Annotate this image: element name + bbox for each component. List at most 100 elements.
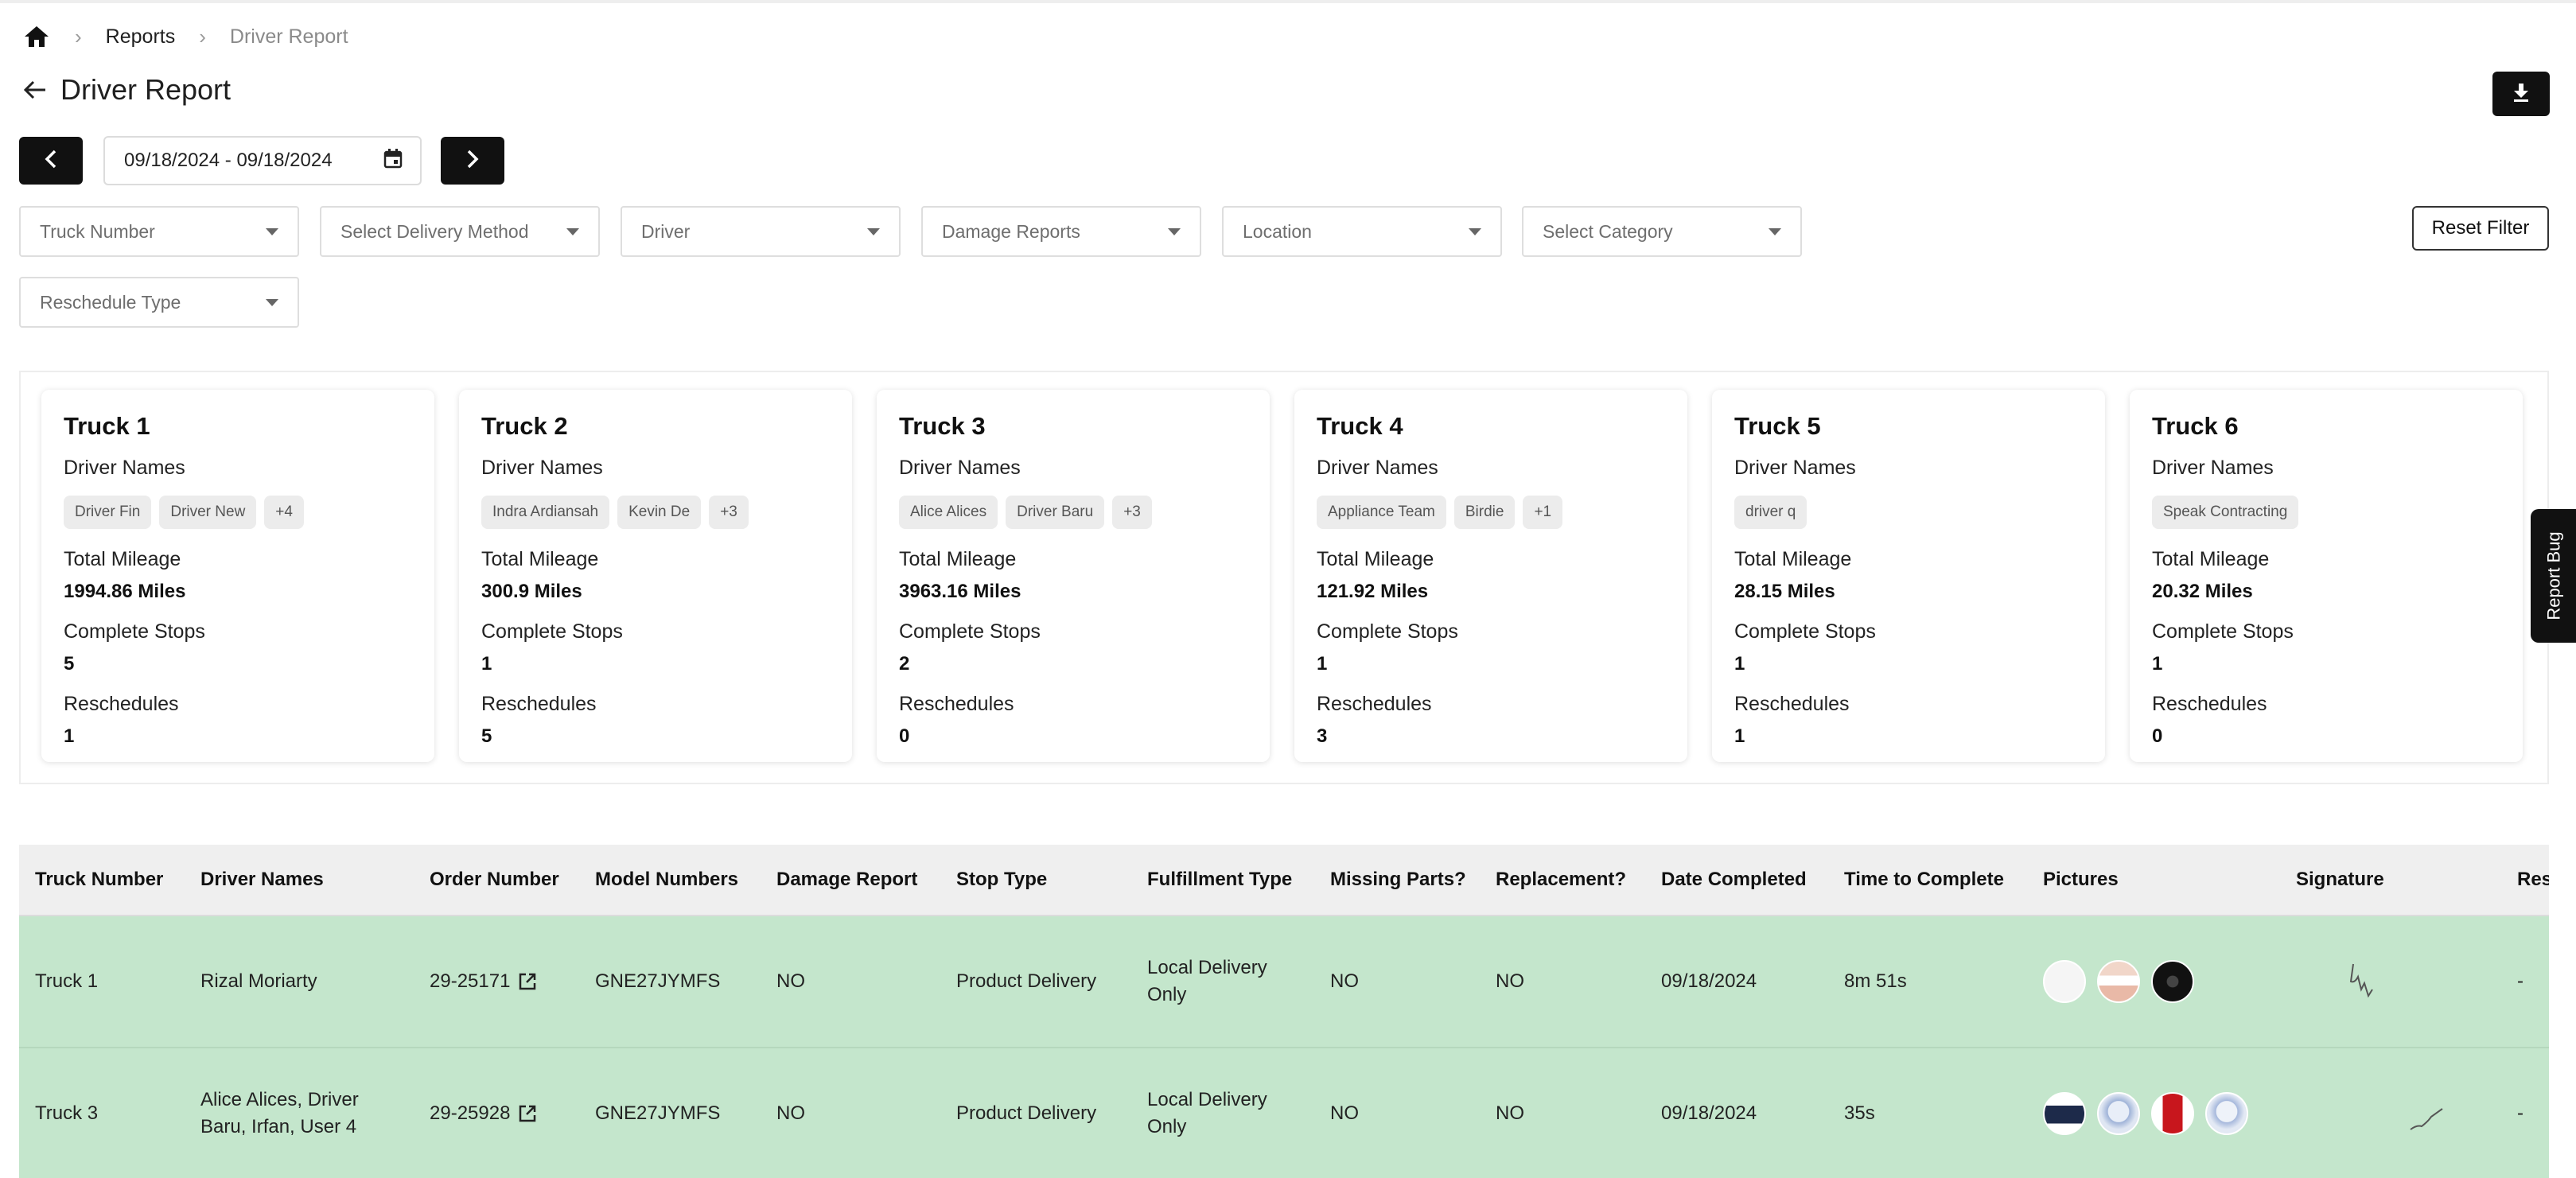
cell-res: - (2517, 970, 2523, 992)
truck-number-select[interactable]: Truck Number (19, 206, 299, 257)
table-row[interactable]: Truck 3 Alice Alices, Driver Baru, Irfan… (19, 1048, 2549, 1178)
col-damage-report[interactable]: Damage Report (776, 869, 918, 890)
driver-chips: Alice Alices Driver Baru +3 (899, 496, 1247, 531)
reset-filter-button[interactable]: Reset Filter (2412, 206, 2549, 251)
cell-model: GNE27JYMFS (595, 1102, 721, 1124)
col-fulfillment-type[interactable]: Fulfillment Type (1147, 869, 1293, 890)
col-missing-parts[interactable]: Missing Parts? (1330, 869, 1466, 890)
driver-names-label: Driver Names (2152, 457, 2274, 479)
total-mileage-value: 28.15 Miles (1734, 581, 1835, 602)
breadcrumb-reports[interactable]: Reports (105, 25, 176, 48)
signature-image[interactable] (2302, 950, 2398, 1013)
reschedules-label: Reschedules (2152, 693, 2267, 715)
download-button[interactable] (2492, 72, 2550, 116)
picture-thumbnail[interactable] (2151, 1092, 2194, 1135)
caret-down-icon (566, 227, 579, 235)
more-drivers-chip[interactable]: +1 (1523, 496, 1563, 529)
home-icon[interactable] (22, 22, 51, 51)
picture-thumbnail[interactable] (2043, 1092, 2086, 1135)
col-signature[interactable]: Signature (2296, 869, 2384, 890)
location-select[interactable]: Location (1222, 206, 1502, 257)
complete-stops-value: 5 (64, 653, 75, 675)
order-number[interactable]: 29-25171 (430, 970, 511, 992)
category-select[interactable]: Select Category (1522, 206, 1802, 257)
col-model-numbers[interactable]: Model Numbers (595, 869, 739, 890)
cell-res: - (2517, 1102, 2523, 1124)
driver-chips: Driver Fin Driver New +4 (64, 496, 412, 531)
driver-chip: Kevin De (617, 496, 702, 529)
next-date-button[interactable] (441, 137, 504, 185)
col-res[interactable]: Res (2517, 869, 2549, 890)
picture-thumbnail[interactable] (2097, 960, 2140, 1003)
picture-thumbnail[interactable] (2205, 1092, 2248, 1135)
complete-stops-label: Complete Stops (899, 620, 1041, 643)
truck-card: Truck 2 Driver Names Indra Ardiansah Kev… (459, 390, 852, 762)
driver-names-label: Driver Names (899, 457, 1021, 479)
order-number[interactable]: 29-25928 (430, 1102, 511, 1124)
report-bug-button[interactable]: Report Bug (2531, 509, 2576, 643)
reschedules-label: Reschedules (899, 693, 1014, 715)
cell-pictures (2043, 1048, 2259, 1178)
col-replacement[interactable]: Replacement? (1496, 869, 1627, 890)
truck-card: Truck 4 Driver Names Appliance Team Bird… (1294, 390, 1687, 762)
driver-names-label: Driver Names (1734, 457, 1856, 479)
reschedules-value: 5 (481, 725, 492, 747)
col-truck-number[interactable]: Truck Number (35, 869, 164, 890)
driver-report-table: Truck Number Driver Names Order Number M… (19, 845, 2549, 1178)
col-date-completed[interactable]: Date Completed (1661, 869, 1807, 890)
col-stop-type[interactable]: Stop Type (956, 869, 1048, 890)
arrow-left-icon[interactable] (21, 76, 49, 104)
col-time-to-complete[interactable]: Time to Complete (1844, 869, 2004, 890)
driver-chips: Speak Contracting (2152, 496, 2500, 531)
signature-image[interactable] (2382, 1082, 2469, 1145)
driver-names-label: Driver Names (481, 457, 603, 479)
external-link-icon[interactable] (518, 972, 537, 991)
col-driver-names[interactable]: Driver Names (200, 869, 324, 890)
external-link-icon[interactable] (518, 1104, 537, 1123)
picture-thumbnail[interactable] (2097, 1092, 2140, 1135)
driver-names-label: Driver Names (64, 457, 185, 479)
page-title: Driver Report (60, 73, 232, 106)
truck-card: Truck 1 Driver Names Driver Fin Driver N… (41, 390, 434, 762)
reschedules-label: Reschedules (1734, 693, 1850, 715)
driver-chip: Alice Alices (899, 496, 998, 529)
calendar-icon[interactable] (383, 148, 403, 174)
cell-missing-parts: NO (1330, 970, 1359, 992)
breadcrumb-current: Driver Report (229, 25, 348, 48)
more-drivers-chip[interactable]: +3 (1112, 496, 1152, 529)
chevron-left-icon (45, 150, 57, 173)
reschedule-type-select[interactable]: Reschedule Type (19, 277, 299, 328)
driver-chips: driver q (1734, 496, 2083, 531)
col-order-number[interactable]: Order Number (430, 869, 559, 890)
more-drivers-chip[interactable]: +4 (264, 496, 304, 529)
cell-fulfillment: Local Delivery Only (1147, 1089, 1267, 1137)
date-range-value: 09/18/2024 - 09/18/2024 (124, 150, 333, 171)
reschedules-label: Reschedules (64, 693, 179, 715)
picture-thumbnail[interactable] (2151, 960, 2194, 1003)
prev-date-button[interactable] (19, 137, 83, 185)
driver-select[interactable]: Driver (621, 206, 901, 257)
truck-card-title: Truck 5 (1734, 412, 1821, 440)
driver-chip: driver q (1734, 496, 1807, 529)
driver-chip: Driver Baru (1006, 496, 1105, 529)
top-border (0, 0, 2576, 3)
damage-reports-select[interactable]: Damage Reports (921, 206, 1201, 257)
table-row[interactable]: Truck 1 Rizal Moriarty 29-25171 GNE27JYM… (19, 916, 2549, 1048)
complete-stops-value: 1 (481, 653, 492, 675)
cell-order[interactable]: 29-25928 (430, 1048, 537, 1178)
cell-signature (2302, 916, 2398, 1047)
total-mileage-label: Total Mileage (899, 548, 1017, 570)
breadcrumb: › Reports › Driver Report (22, 22, 348, 51)
delivery-method-select[interactable]: Select Delivery Method (320, 206, 600, 257)
driver-chips: Indra Ardiansah Kevin De +3 (481, 496, 830, 531)
total-mileage-value: 20.32 Miles (2152, 581, 2253, 602)
truck-card-title: Truck 2 (481, 412, 568, 440)
cell-order[interactable]: 29-25171 (430, 916, 537, 1047)
col-pictures[interactable]: Pictures (2043, 869, 2119, 890)
more-drivers-chip[interactable]: +3 (709, 496, 749, 529)
total-mileage-label: Total Mileage (481, 548, 599, 570)
driver-chip: Speak Contracting (2152, 496, 2299, 529)
picture-thumbnail[interactable] (2043, 960, 2086, 1003)
caret-down-icon (1769, 227, 1781, 235)
date-range-input[interactable]: 09/18/2024 - 09/18/2024 (103, 136, 422, 185)
